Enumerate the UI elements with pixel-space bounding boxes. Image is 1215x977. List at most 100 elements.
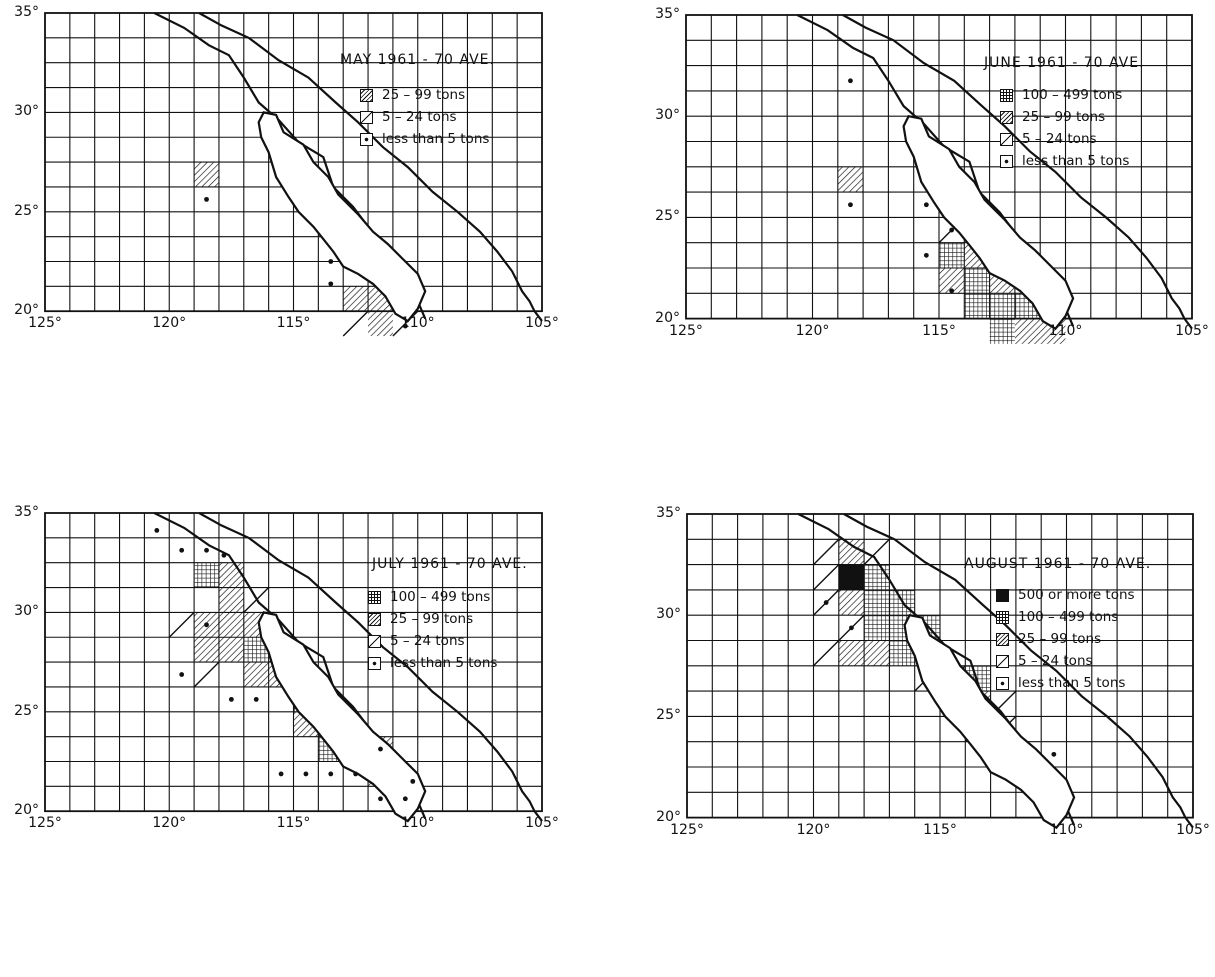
catch-dot (949, 227, 955, 233)
dense-hatch-swatch-icon (360, 88, 373, 102)
sparse-hatch-cell (193, 661, 220, 688)
mainland-coast (198, 12, 543, 322)
longitude-label: 110° (1048, 322, 1083, 339)
dense-cell (194, 162, 219, 187)
catch-dot (402, 796, 408, 802)
legend-item: less than 5 tons (368, 652, 497, 674)
mainland-coast (842, 14, 1193, 330)
mainland-coast (198, 512, 543, 822)
catch-dot (353, 771, 359, 777)
dense-cell (864, 640, 890, 666)
legend-item: 5 – 24 tons (368, 630, 497, 652)
longitude-label: 110° (400, 315, 435, 332)
dense-cell (218, 587, 244, 613)
dense-cell (1014, 318, 1041, 344)
longitude-label: 125° (28, 315, 62, 332)
cross-cell (864, 564, 890, 590)
latitude-label: 35° (14, 504, 39, 520)
sparse-hatch-cell (813, 564, 840, 591)
legend: 100 – 499 tons 25 – 99 tons 5 – 24 tons … (1000, 84, 1129, 172)
mainland-coast (843, 513, 1194, 829)
legend-label: less than 5 tons (1022, 153, 1130, 169)
latitude-label: 25° (14, 702, 39, 719)
latitude-label: 20° (655, 309, 680, 326)
catch-dot (328, 771, 334, 777)
longitude-label: 125° (28, 815, 62, 832)
legend-item: less than 5 tons (1000, 150, 1129, 172)
crosshatch-swatch-icon (368, 590, 381, 604)
sparse-hatch-cell (813, 640, 840, 667)
catch-dot (204, 196, 209, 202)
longitude-label: 105° (525, 815, 559, 832)
latitude-label: 20° (14, 302, 39, 319)
crosshatch-swatch-icon (1000, 88, 1013, 102)
longitude-label: 115° (276, 815, 311, 832)
map-frame (685, 14, 1193, 320)
gulf-of-california (902, 114, 1075, 331)
latitude-label: 30° (14, 103, 39, 120)
map-frame (44, 12, 543, 313)
dense-cell (218, 637, 244, 663)
cross-cell (864, 589, 890, 616)
cross-cell (939, 242, 965, 268)
map-panel-august: AUGUST 1961 - 70 AVE. 500 or more tons 1… (608, 498, 1215, 977)
catch-dot (278, 771, 284, 777)
gulf-of-california (257, 611, 427, 823)
catch-dot (228, 696, 234, 702)
map-panel-july: JULY 1961 - 70 AVE. 100 – 499 tons 25 – … (0, 498, 600, 977)
legend-label: 5 – 24 tons (1022, 131, 1097, 147)
cross-cell (964, 293, 990, 319)
map-may (44, 12, 543, 337)
legend: 25 – 99 tons 5 – 24 tons less than 5 ton… (360, 84, 489, 150)
dense-cell (194, 637, 219, 663)
catch-dot (204, 622, 209, 628)
dense-cell (837, 166, 864, 193)
catch-dot (378, 746, 383, 752)
latitude-label: 25° (656, 707, 681, 724)
catch-dot (849, 625, 854, 631)
legend-label: 5 – 24 tons (390, 633, 465, 649)
longitude-label: 105° (525, 315, 559, 332)
legend-label: 500 or more tons (1018, 587, 1135, 603)
catch-dot (253, 696, 259, 702)
dense-cell (838, 640, 865, 666)
catch-dot (1051, 751, 1057, 757)
sparse-hatch-swatch-icon (360, 110, 373, 124)
cross-cell (989, 318, 1015, 344)
catch-dot (204, 547, 209, 553)
legend-label: 25 – 99 tons (1018, 631, 1102, 647)
sparse-hatch-swatch-icon (368, 634, 381, 648)
legend-item: 25 – 99 tons (1000, 106, 1129, 128)
dense-cell (838, 539, 865, 565)
legend-item: 100 – 499 tons (368, 586, 497, 608)
grid (44, 12, 543, 313)
dense-cell (218, 612, 244, 638)
latitude-label: 25° (14, 202, 39, 219)
panel-title: JUNE 1961 - 70 AVE. (984, 55, 1145, 71)
catch-dot (848, 78, 853, 84)
longitude-label: 105° (1176, 821, 1210, 838)
legend-item: 5 – 24 tons (360, 106, 489, 128)
catch-dot (221, 552, 227, 558)
solid-cell (838, 564, 865, 590)
cross-cell (964, 268, 990, 294)
legend: 100 – 499 tons 25 – 99 tons 5 – 24 tons … (368, 586, 497, 674)
gulf-of-california (257, 111, 427, 323)
dense-cell (838, 589, 865, 616)
catch-dot (848, 202, 853, 208)
legend-item: less than 5 tons (360, 128, 489, 150)
gulf-of-california (903, 613, 1076, 830)
longitude-label: 110° (1049, 821, 1084, 838)
grid (685, 14, 1193, 320)
dense-cell (368, 311, 393, 337)
legend-label: 100 – 499 tons (1022, 87, 1123, 103)
legend-label: 25 – 99 tons (1022, 109, 1106, 125)
legend-item: less than 5 tons (996, 672, 1135, 694)
legend: 500 or more tons 100 – 499 tons 25 – 99 … (996, 584, 1135, 694)
latitude-label: 30° (14, 603, 39, 620)
dense-cell (343, 286, 369, 312)
sparse-hatch-swatch-icon (1000, 132, 1013, 146)
legend-label: less than 5 tons (390, 655, 498, 671)
map-frame (686, 513, 1194, 819)
dot-swatch-icon (360, 132, 373, 146)
